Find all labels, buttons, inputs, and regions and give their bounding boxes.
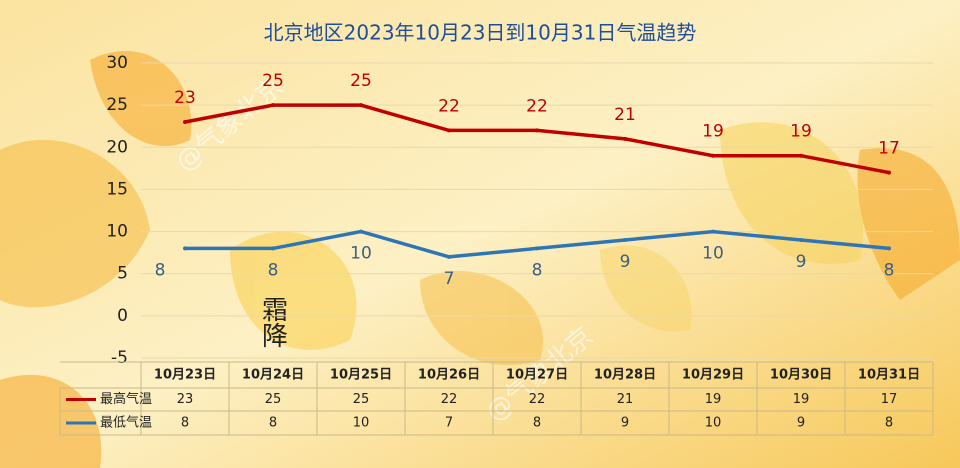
data-label: 19 — [702, 122, 724, 142]
table-cell: 8 — [269, 416, 277, 431]
data-label: 25 — [350, 71, 372, 91]
data-label: 7 — [444, 269, 455, 289]
data-label: 8 — [532, 260, 543, 280]
y-tick-label: 0 — [117, 306, 128, 326]
x-tick-label: 10月30日 — [770, 368, 832, 383]
leaf-decoration — [0, 51, 960, 468]
y-tick-label: 25 — [106, 95, 128, 115]
point — [711, 229, 715, 234]
data-label: 22 — [438, 96, 460, 116]
data-label: 23 — [174, 88, 196, 108]
data-label: 10 — [350, 244, 372, 264]
y-tick-label: -5 — [111, 348, 128, 368]
table-cell: 25 — [265, 392, 282, 407]
data-label: 8 — [884, 260, 895, 280]
data-label: 25 — [262, 71, 284, 91]
point — [799, 153, 803, 158]
x-tick-label: 10月28日 — [594, 368, 656, 383]
point — [183, 246, 187, 251]
point — [447, 128, 451, 133]
point — [887, 170, 891, 175]
data-label: 21 — [614, 105, 636, 125]
y-tick-label: 30 — [106, 53, 128, 73]
point — [271, 103, 275, 108]
table-cell: 7 — [445, 416, 453, 431]
table-cell: 10 — [353, 416, 370, 431]
y-tick-label: 15 — [106, 179, 128, 199]
data-label: 19 — [790, 122, 812, 142]
table-cell: 21 — [617, 392, 634, 407]
table-cell: 10 — [705, 416, 722, 431]
point — [799, 238, 803, 242]
x-tick-label: 10月24日 — [242, 368, 304, 383]
point — [359, 103, 363, 108]
point — [183, 120, 187, 124]
chart-title: 北京地区2023年10月23日到10月31日气温趋势 — [264, 21, 697, 45]
x-tick-label: 10月23日 — [154, 368, 216, 383]
table-cell: 8 — [181, 416, 189, 431]
data-label: 8 — [268, 260, 279, 280]
x-tick-label: 10月31日 — [858, 368, 920, 383]
x-tick-label: 10月25日 — [330, 368, 392, 383]
table-cell: 8 — [533, 416, 541, 431]
x-tick-label: 10月27日 — [506, 368, 568, 383]
table-cell: 8 — [885, 416, 893, 431]
x-tick-label: 10月29日 — [682, 368, 744, 383]
legend-label: 最低气温 — [100, 415, 152, 431]
y-tick-label: 10 — [106, 222, 128, 242]
data-label: 9 — [796, 252, 807, 272]
legend-label: 最高气温 — [100, 391, 152, 407]
point — [623, 238, 627, 242]
data-label: 22 — [526, 96, 548, 116]
table-cell: 23 — [177, 392, 194, 407]
solar-term: 霜降 — [258, 296, 288, 348]
table-cell: 17 — [881, 392, 898, 407]
y-tick-label: 20 — [106, 137, 128, 157]
point — [887, 246, 891, 251]
point — [447, 254, 451, 259]
point — [271, 246, 275, 251]
data-label: 9 — [620, 252, 631, 272]
data-label: 8 — [155, 260, 166, 280]
x-tick-label: 10月26日 — [418, 368, 480, 383]
table-cell: 22 — [441, 392, 458, 407]
table-cell: 9 — [621, 416, 629, 431]
data-label: 10 — [702, 244, 724, 264]
point — [623, 136, 627, 141]
point — [711, 153, 715, 158]
point — [535, 128, 539, 133]
y-tick-label: 5 — [117, 264, 128, 284]
data-label: 17 — [878, 139, 900, 159]
table-cell: 19 — [793, 392, 810, 407]
table-cell: 19 — [705, 392, 722, 407]
table-cell: 25 — [353, 392, 370, 407]
table-cell: 22 — [529, 392, 546, 407]
point — [535, 246, 539, 251]
table-cell: 9 — [797, 416, 805, 431]
point — [359, 229, 363, 234]
